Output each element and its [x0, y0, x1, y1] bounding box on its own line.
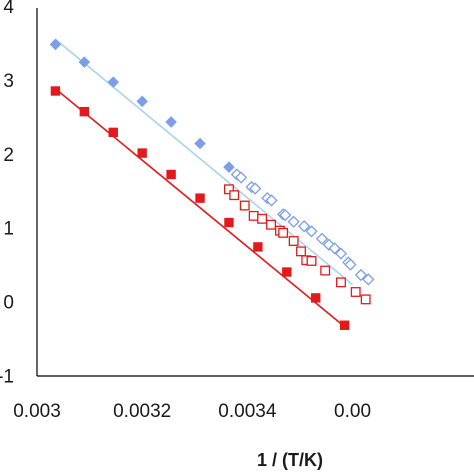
data-point: [336, 277, 346, 288]
y-tick-label: 0: [3, 293, 14, 314]
data-point: [362, 273, 375, 286]
data-point: [50, 86, 61, 96]
data-point: [107, 76, 120, 88]
data-point: [253, 242, 263, 252]
y-tick-label: 2: [3, 145, 14, 166]
data-point: [328, 242, 341, 255]
data-point: [223, 161, 235, 173]
x-tick-label: 0.0034: [218, 401, 277, 422]
x-axis-title: 1 / (T/K): [257, 450, 323, 470]
data-point: [239, 200, 250, 211]
data-point: [320, 265, 331, 276]
fit-lines: [54, 38, 354, 328]
x-tick-label: 0.003: [13, 401, 61, 422]
data-points: [49, 38, 375, 330]
data-point: [354, 268, 368, 282]
data-point: [315, 232, 329, 245]
data-point: [306, 256, 317, 266]
data-point: [108, 127, 118, 138]
data-point: [305, 225, 318, 238]
data-point: [79, 106, 90, 117]
data-point: [194, 137, 206, 150]
data-point: [279, 209, 292, 222]
data-point: [165, 116, 177, 128]
data-point: [339, 320, 350, 330]
data-point: [137, 148, 147, 158]
data-point: [248, 210, 259, 221]
data-point: [344, 258, 357, 271]
data-point: [229, 190, 240, 201]
data-point: [234, 171, 248, 184]
x-tick-label: 0.00: [334, 401, 371, 422]
data-point: [166, 169, 176, 180]
data-point: [334, 247, 348, 260]
fit-line: [54, 38, 354, 286]
data-point: [265, 194, 278, 207]
data-point: [360, 294, 371, 305]
data-point: [266, 219, 276, 230]
y-tick-labels: -1 0 1 2 3 4: [0, 0, 14, 388]
data-point: [298, 220, 311, 233]
y-tick-label: 4: [3, 0, 14, 18]
data-point: [311, 293, 321, 303]
data-point: [49, 38, 62, 51]
data-point: [282, 267, 292, 277]
y-tick-label: -1: [0, 367, 14, 388]
fit-line: [54, 88, 346, 328]
data-point: [78, 56, 91, 68]
data-point: [249, 182, 262, 195]
data-point: [278, 227, 289, 238]
data-point: [296, 246, 306, 257]
data-point: [287, 215, 300, 228]
data-point: [195, 193, 205, 203]
x-tick-label: 0.0032: [113, 401, 171, 422]
y-tick-label: 3: [3, 71, 14, 92]
data-point: [224, 217, 234, 228]
y-tick-label: 1: [3, 219, 14, 240]
data-point: [288, 236, 299, 246]
data-point: [136, 95, 148, 108]
data-point: [224, 184, 234, 195]
data-point: [350, 287, 361, 297]
axes-frame: [36, 8, 474, 377]
data-point: [257, 213, 268, 224]
x-tick-labels: 0.003 0.0032 0.0034 0.00: [13, 401, 371, 422]
